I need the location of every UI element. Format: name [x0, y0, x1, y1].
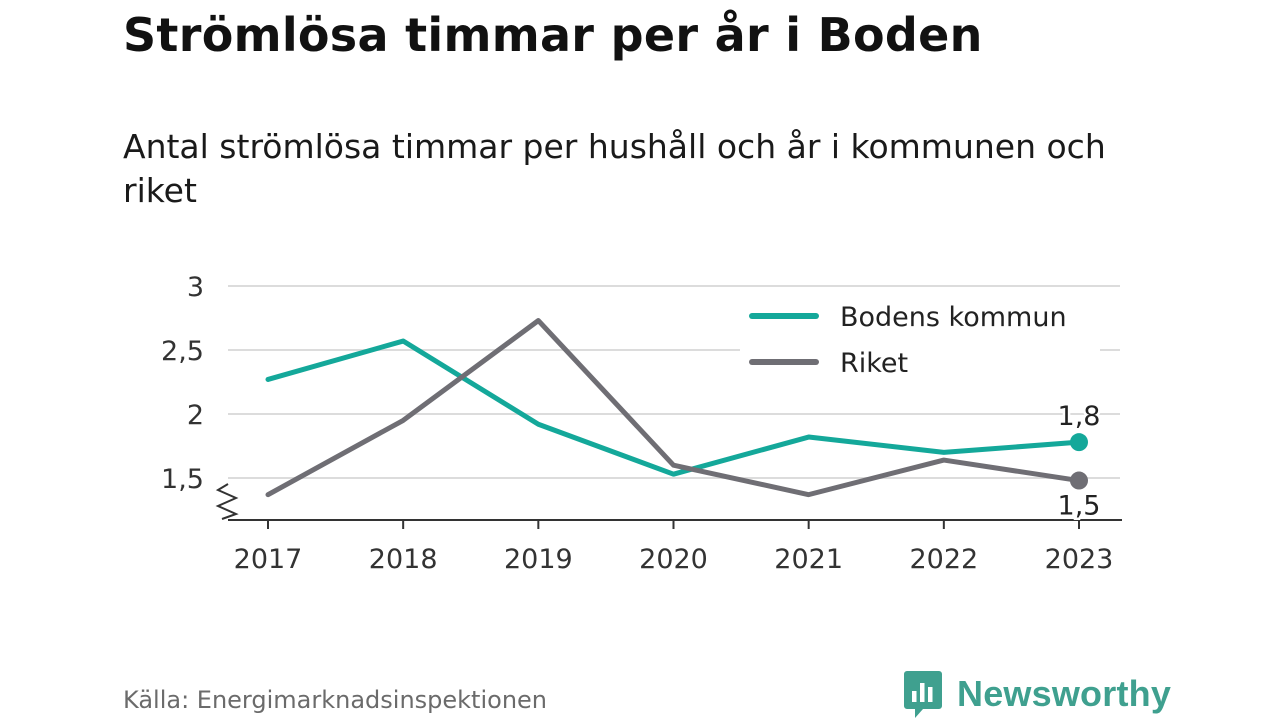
- series-line-bodens: [265, 338, 1082, 477]
- x-tick-label: 2021: [774, 544, 843, 575]
- y-tick-label: 2,5: [161, 336, 204, 367]
- source-note: Källa: Energimarknadsinspektionen: [123, 686, 548, 714]
- x-tick-label: 2020: [639, 544, 708, 575]
- axis-break-icon: [215, 483, 239, 520]
- line-chart: 1,5 2 2,5 3 2017 2018 2019 2020 2021 2022 2023 1,8 1…: [161, 272, 1122, 575]
- x-tick-label: 2023: [1045, 544, 1114, 575]
- y-tick-label: 2: [187, 400, 204, 431]
- chart-title: Strömlösa timmar per år i Boden: [123, 8, 983, 62]
- newsworthy-logo: Newsworthy: [903, 668, 1171, 720]
- series-line-riket: [265, 318, 1082, 498]
- legend-label: Riket: [840, 348, 908, 379]
- x-tick-label: 2022: [909, 544, 978, 575]
- newsworthy-logo-icon: [904, 671, 942, 718]
- y-tick-label: 1,5: [161, 464, 204, 495]
- x-tick-label: 2018: [369, 544, 438, 575]
- end-value-label: 1,8: [1058, 401, 1101, 432]
- end-point-marker: [1070, 471, 1088, 490]
- legend-label: Bodens kommun: [840, 302, 1067, 333]
- end-value-label: 1,5: [1058, 491, 1101, 522]
- brand-name: Newsworthy: [957, 673, 1172, 714]
- x-tick-label: 2019: [504, 544, 573, 575]
- x-tick-label: 2017: [234, 544, 303, 575]
- legend-background: [740, 296, 1100, 388]
- chart-subtitle: Antal strömlösa timmar per hushåll och å…: [123, 127, 1106, 210]
- end-point-marker: [1070, 433, 1088, 452]
- y-tick-label: 3: [187, 272, 204, 303]
